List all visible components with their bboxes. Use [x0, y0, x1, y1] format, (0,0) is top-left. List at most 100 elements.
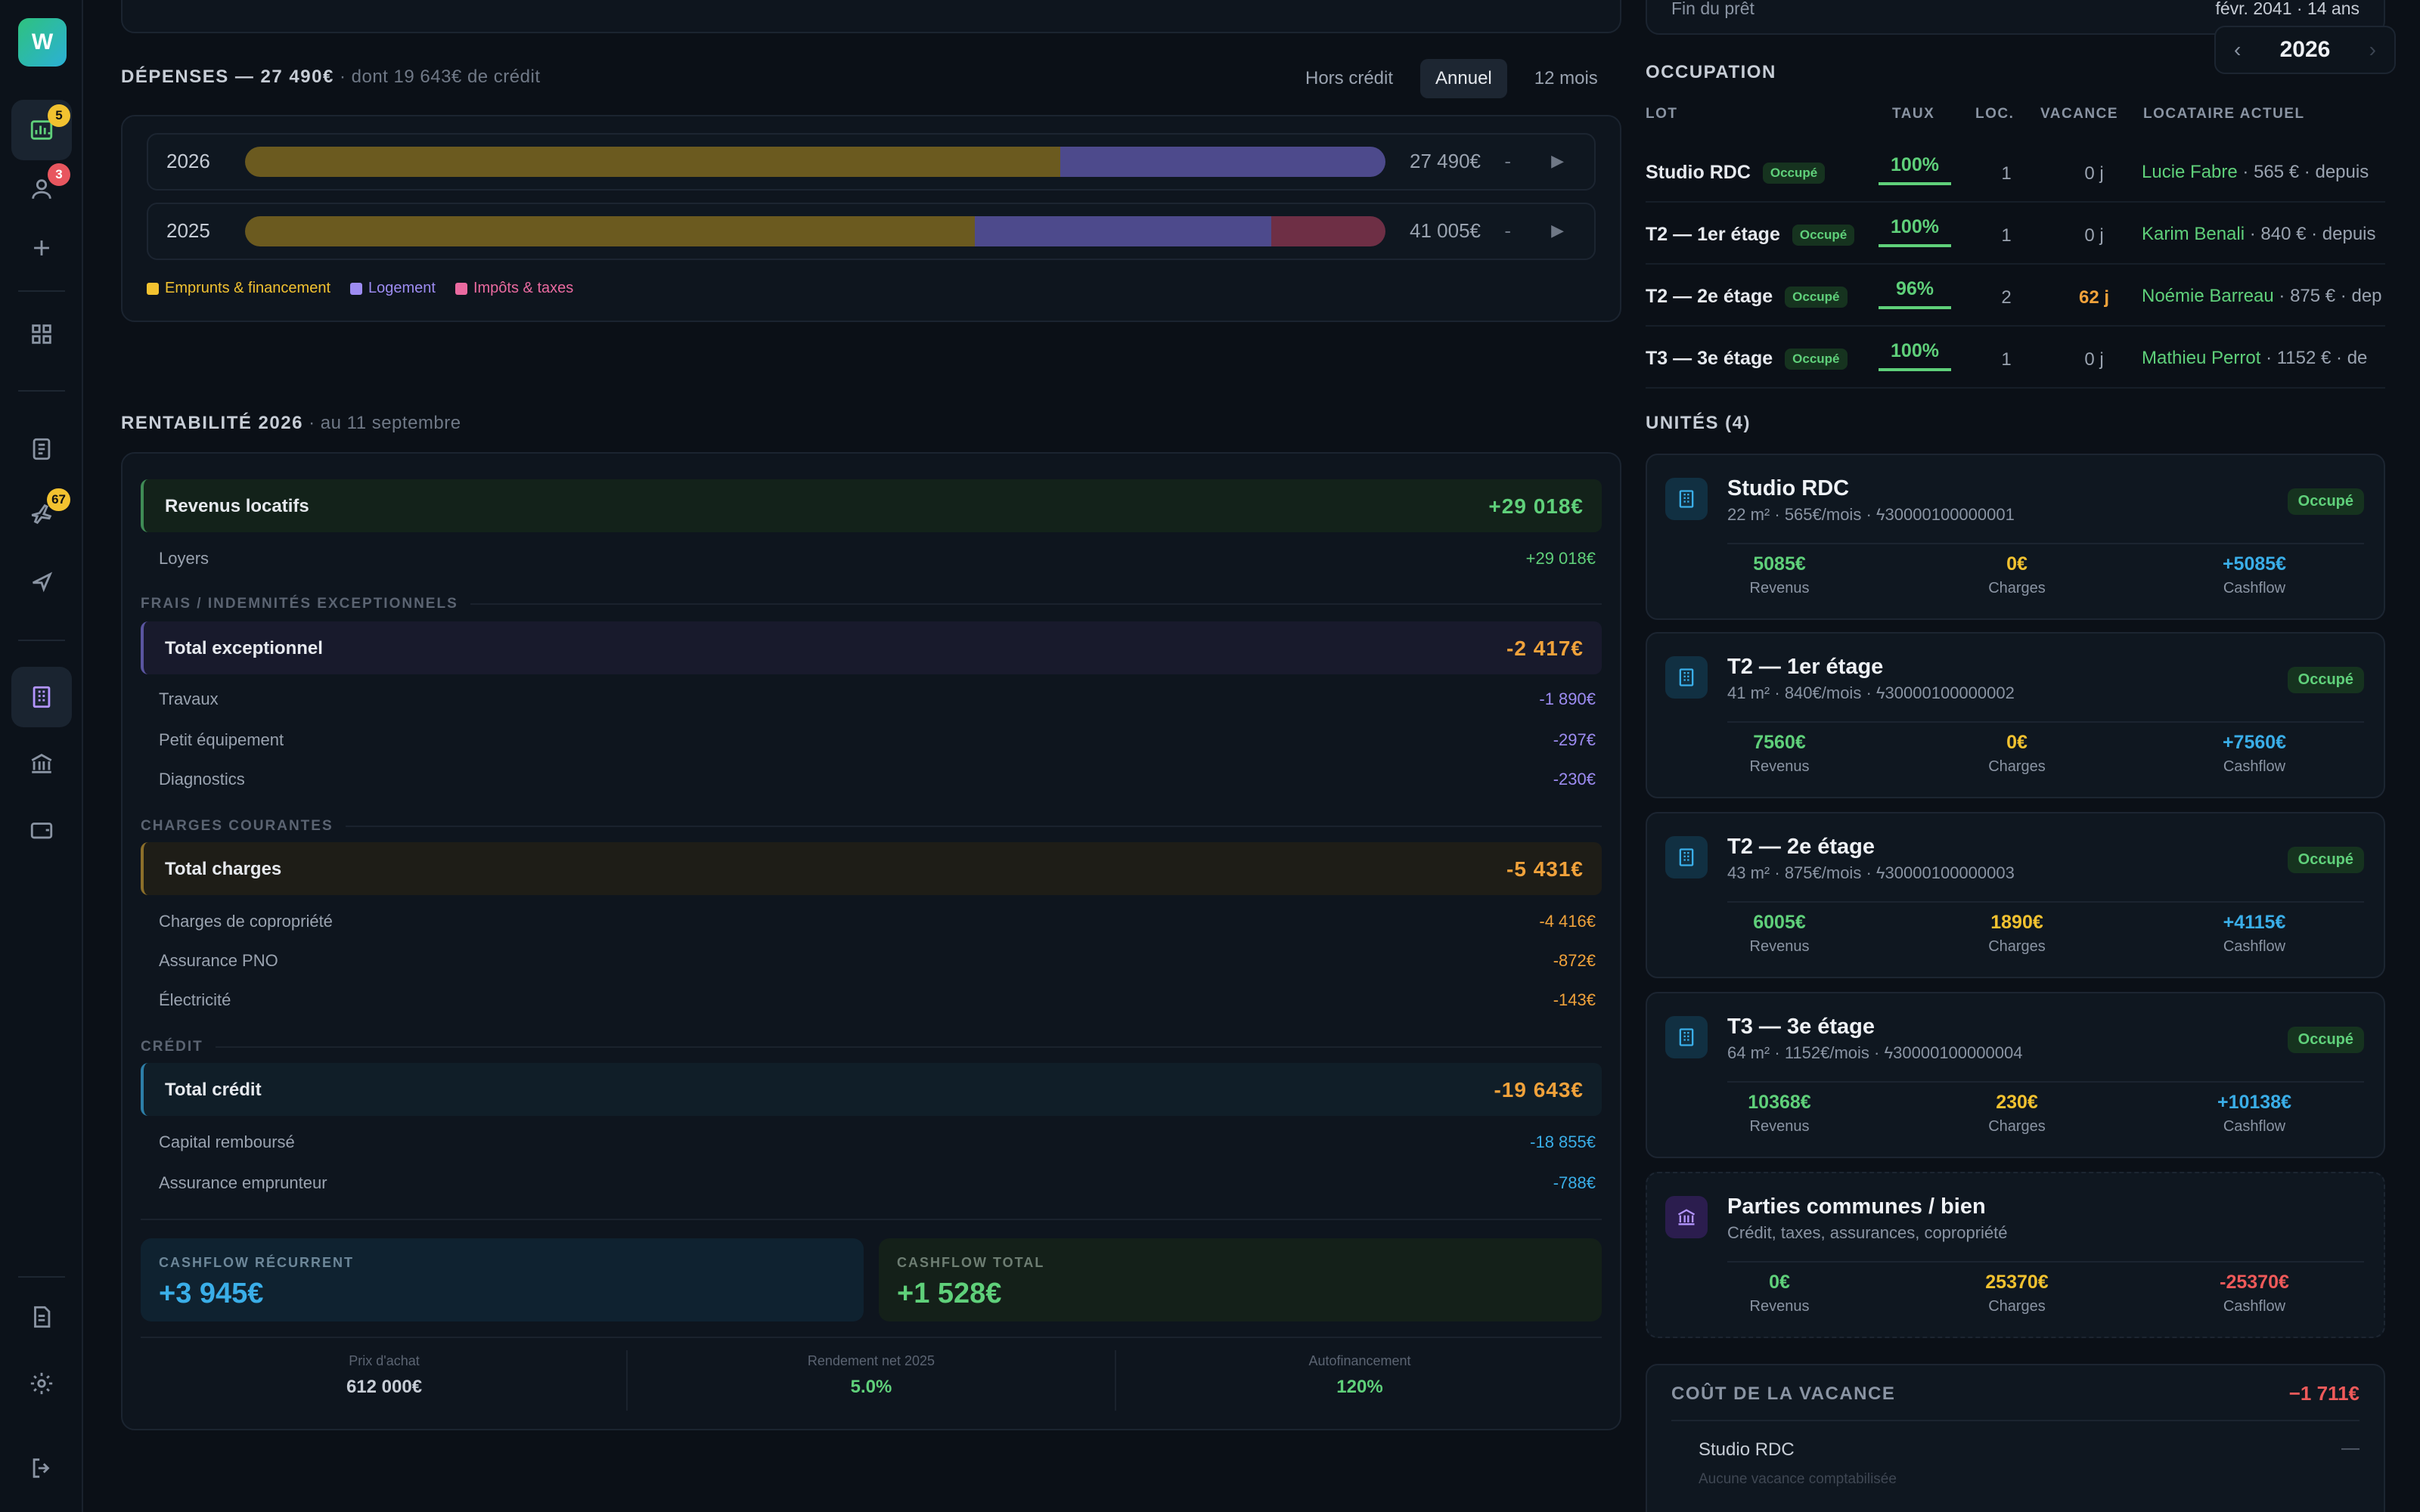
category-charges: CHARGES COURANTES — [141, 818, 1602, 835]
year-value: 41 005€ — [1410, 219, 1481, 242]
bar-segment — [1060, 147, 1385, 177]
document-icon — [34, 1306, 51, 1328]
unit-card[interactable]: T3 — 3e étage 64 m² · 1152€/mois · ϟ3000… — [1646, 992, 2385, 1158]
petit-equipement-row: Petit équipement -297€ — [159, 730, 1596, 749]
wallet-nav-button[interactable] — [11, 800, 72, 860]
tab-annuel[interactable]: Annuel — [1420, 59, 1507, 98]
divider — [18, 290, 65, 292]
chevron-right-icon[interactable]: › — [2369, 38, 2376, 61]
plane-icon — [33, 572, 53, 593]
occupation-row[interactable]: T3 — 3e étage Occupé 100% 1 0 j Mathieu P… — [1646, 327, 2385, 389]
grid-nav-button[interactable] — [11, 304, 72, 364]
year-row-2026[interactable]: 2026 27 490€ - ▶ — [147, 133, 1596, 191]
loc-value: 1 — [2001, 349, 2012, 370]
vacance-value: 0 j — [2084, 225, 2104, 246]
diagnostics-row: Diagnostics -230€ — [159, 770, 1596, 789]
legend-swatch — [455, 282, 467, 295]
expense-bar — [245, 147, 1385, 177]
flights-nav-button[interactable]: 67 — [11, 484, 72, 544]
occupation-row[interactable]: Studio RDC Occupé 100% 1 0 j Lucie Fabre … — [1646, 141, 2385, 203]
plus-icon — [34, 240, 49, 256]
header-vacance: VACANCE — [2040, 106, 2119, 122]
vacance-lot: Studio RDC — [1699, 1439, 1795, 1460]
loan-end-value: févr. 2041 · 14 ans — [2215, 0, 2360, 18]
kpi-prix-achat: Prix d'achat 612 000€ — [346, 1353, 423, 1397]
period-tabs: Hors crédit Annuel 12 mois — [1290, 59, 1613, 98]
dashboard-nav-button[interactable]: 5 — [11, 100, 72, 160]
chart-icon — [30, 120, 53, 140]
bar-segment — [1271, 216, 1385, 246]
header-taux: TAUX — [1892, 106, 1935, 122]
expand-icon[interactable]: ▶ — [1551, 221, 1564, 240]
status-badge: Occupé — [2287, 488, 2364, 515]
logout-button[interactable] — [11, 1438, 72, 1498]
loyers-row: Loyers +29 018€ — [159, 549, 1596, 568]
assurance-emprunteur-row: Assurance emprunteur -788€ — [159, 1173, 1596, 1192]
unit-card[interactable]: T2 — 2e étage 43 m² · 875€/mois · ϟ30000… — [1646, 812, 2385, 978]
expand-icon[interactable]: ▶ — [1551, 151, 1564, 170]
unit-meta: 64 m² · 1152€/mois · ϟ30000100000004 — [1727, 1043, 2023, 1062]
chevron-left-icon[interactable]: ‹ — [2234, 38, 2242, 61]
legend-swatch — [350, 282, 362, 295]
unit-meta: 43 m² · 875€/mois · ϟ30000100000003 — [1727, 863, 2015, 882]
pno-row: Assurance PNO -872€ — [159, 951, 1596, 970]
rentabilite-title: RENTABILITÉ 2026 · au 11 septembre — [121, 413, 461, 433]
lot-name: Studio RDC Occupé — [1646, 162, 1826, 184]
bar-segment — [975, 216, 1272, 246]
divider — [141, 1337, 1602, 1338]
bar-segment — [245, 147, 1061, 177]
taux-value: 100% — [1879, 340, 1951, 371]
tab-12-mois[interactable]: 12 mois — [1534, 68, 1598, 88]
notification-badge: 67 — [47, 488, 70, 511]
revenus-row[interactable]: Revenus locatifs +29 018€ — [141, 479, 1602, 532]
row-value: -19 643€ — [1494, 1078, 1584, 1101]
row-label: Total charges — [165, 859, 282, 879]
unit-name: Studio RDC — [1727, 476, 1850, 500]
legend-item: Logement — [350, 280, 436, 297]
plane-icon — [31, 503, 52, 525]
stat-cashflow: +4115€ Cashflow — [2223, 912, 2286, 955]
lot-name: T3 — 3e étage Occupé — [1646, 348, 1848, 370]
occupation-row[interactable]: T2 — 2e étage Occupé 96% 2 62 j Noémie Ba… — [1646, 265, 2385, 327]
tab-hors-credit[interactable]: Hors crédit — [1305, 68, 1394, 88]
tenant: Karim Benali · 840 € · depuis — [2142, 224, 2376, 244]
year-row-2025[interactable]: 2025 41 005€ - ▶ — [147, 203, 1596, 260]
charges-row[interactable]: Total charges -5 431€ — [141, 842, 1602, 895]
top-panel — [121, 0, 1621, 33]
taux-value: 96% — [1879, 278, 1951, 309]
stat-charges: 1890€ Charges — [1988, 912, 2046, 955]
settings-nav-button[interactable] — [11, 1353, 72, 1414]
stat-cashflow: +10138€ Cashflow — [2217, 1092, 2292, 1135]
unit-card[interactable]: T2 — 1er étage 41 m² · 840€/mois · ϟ3000… — [1646, 632, 2385, 798]
row-label: Revenus locatifs — [165, 496, 309, 516]
vacance-value: 62 j — [2078, 287, 2110, 308]
occupation-row[interactable]: T2 — 1er étage Occupé 100% 1 0 j Karim Be… — [1646, 203, 2385, 265]
property-nav-button[interactable] — [11, 667, 72, 727]
app-logo[interactable]: W — [18, 18, 67, 67]
bolt-icon: ϟ — [1876, 683, 1885, 702]
legend-item: Impôts & taxes — [455, 280, 573, 297]
credit-row[interactable]: Total crédit -19 643€ — [141, 1063, 1602, 1116]
documents-nav-button[interactable] — [11, 1287, 72, 1347]
copropriete-row: Charges de copropriété -4 416€ — [159, 912, 1596, 931]
taux-value: 100% — [1879, 216, 1951, 247]
parties-communes-card[interactable]: Parties communes / bien Crédit, taxes, a… — [1646, 1172, 2385, 1338]
stat-revenus: 7560€ Revenus — [1749, 732, 1810, 775]
users-nav-button[interactable]: 3 — [11, 159, 72, 219]
travaux-row: Travaux -1 890€ — [159, 689, 1596, 708]
divider — [18, 640, 65, 641]
add-button[interactable] — [11, 218, 72, 278]
travel-nav-button[interactable] — [11, 550, 72, 611]
bank-nav-button[interactable] — [11, 733, 72, 794]
unit-card[interactable]: Studio RDC 22 m² · 565€/mois · ϟ30000100… — [1646, 454, 2385, 620]
exceptionnel-row[interactable]: Total exceptionnel -2 417€ — [141, 621, 1602, 674]
invoice-nav-button[interactable] — [11, 419, 72, 479]
row-label: Total exceptionnel — [165, 638, 323, 658]
unit-name: T2 — 1er étage — [1727, 655, 1884, 679]
building-icon — [33, 686, 51, 708]
stat-revenus: 0€ Revenus — [1749, 1272, 1810, 1315]
depenses-title: DÉPENSES — 27 490€ · dont 19 643€ de cré… — [121, 67, 541, 87]
building-icon — [1665, 1016, 1708, 1058]
capital-row: Capital remboursé -18 855€ — [159, 1132, 1596, 1151]
unites-title: UNITÉS (4) — [1646, 413, 1751, 433]
